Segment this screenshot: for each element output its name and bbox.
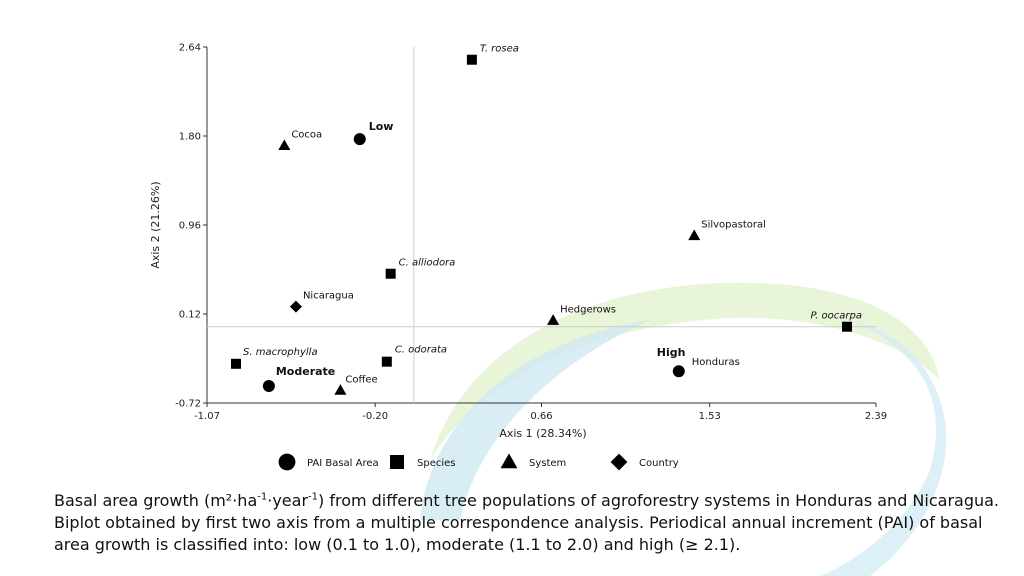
point-label-c-odorata: C. odorata (395, 345, 447, 356)
point-s-macrophylla (231, 358, 242, 369)
legend-label-species: Species (417, 458, 456, 469)
caption-part3: ) from different tree populations of agr… (54, 491, 1000, 554)
point-label-high: High (657, 346, 686, 359)
y-tick-label: 2.64 (179, 43, 201, 54)
y-tick-label: 1.80 (179, 132, 201, 143)
legend-marker-country (610, 453, 628, 471)
point-hedgerows (547, 314, 560, 325)
point-low (353, 133, 366, 146)
point-label-hedgerows: Hedgerows (560, 304, 616, 315)
y-axis-title: Axis 2 (21.26%) (149, 181, 162, 268)
legend: PAI Basal Area Species System Country (278, 453, 679, 471)
caption-part2: ·year (267, 491, 309, 510)
caption-part1: Basal area growth (m²·ha (54, 491, 258, 510)
point-label-c-alliodora: C. alliodora (399, 258, 456, 269)
point-coffee (334, 384, 347, 395)
point-moderate (262, 380, 275, 393)
legend-marker-species (390, 455, 404, 469)
point-label-t-rosea: T. rosea (480, 44, 519, 55)
point-c-alliodora (385, 268, 396, 279)
point-c-odorata (381, 356, 392, 367)
y-axis-ticks: 2.64 1.80 0.96 0.12 -0.72 (175, 43, 207, 410)
point-label-nicaragua: Nicaragua (303, 291, 354, 302)
x-tick-label: -1.07 (194, 411, 220, 422)
point-label-p-oocarpa: P. oocarpa (811, 311, 862, 322)
x-tick-label: 1.53 (699, 411, 721, 422)
biplot-chart: 2.64 1.80 0.96 0.12 -0.72 -1.07 -0.20 0.66 1.53… (149, 43, 887, 471)
y-tick-label: -0.72 (175, 399, 201, 410)
legend-marker-pai-basal-area (278, 453, 296, 471)
legend-label-country: Country (639, 458, 679, 469)
point-t-rosea (466, 54, 477, 65)
caption-sup2: -1 (308, 491, 318, 503)
y-tick-label: 0.12 (179, 310, 201, 321)
point-label-cocoa: Cocoa (291, 130, 322, 141)
x-tick-label: 0.66 (530, 411, 552, 422)
point-label-low: Low (369, 120, 394, 133)
point-label-honduras: Honduras (692, 357, 740, 368)
caption-sup1: -1 (257, 491, 268, 503)
point-silvopastoral (688, 229, 701, 241)
legend-marker-system (500, 453, 518, 469)
point-label-s-macrophylla: S. macrophylla (243, 347, 318, 358)
data-points: T. rosea C. alliodora S. macrophylla C. odo… (231, 44, 862, 395)
point-cocoa (278, 139, 291, 151)
x-tick-label: 2.39 (865, 411, 887, 422)
reference-lines (207, 47, 876, 403)
legend-label-system: System (529, 458, 566, 469)
x-tick-label: -0.20 (362, 411, 388, 422)
x-axis-ticks: -1.07 -0.20 0.66 1.53 2.39 (194, 403, 887, 422)
legend-label-pai-basal-area: PAI Basal Area (307, 458, 379, 469)
point-label-coffee: Coffee (345, 374, 377, 385)
point-nicaragua (289, 300, 302, 313)
point-p-oocarpa (841, 321, 852, 332)
x-axis-title: Axis 1 (28.34%) (499, 427, 586, 440)
y-tick-label: 0.96 (179, 221, 201, 232)
point-label-moderate: Moderate (276, 365, 335, 378)
swoosh-blue (420, 320, 650, 520)
point-high (672, 365, 685, 378)
point-label-silvopastoral: Silvopastoral (701, 220, 766, 231)
figure-caption: Basal area growth (m²·ha-1·year-1) from … (54, 490, 1014, 556)
swoosh-blue-right (820, 320, 947, 576)
